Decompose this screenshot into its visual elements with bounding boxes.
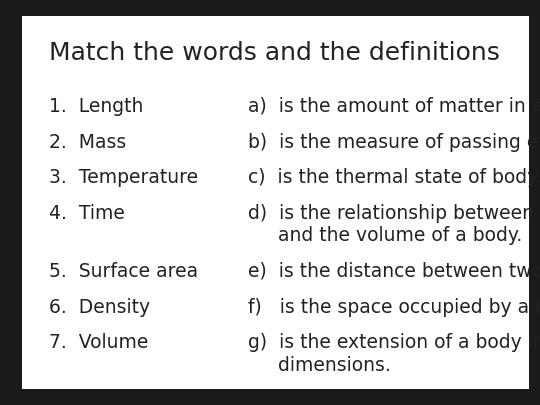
Text: 4.  Time: 4. Time [49,204,125,223]
Text: 7.  Volume: 7. Volume [49,333,148,352]
Text: and the volume of a body.: and the volume of a body. [248,226,523,245]
Text: f)   is the space occupied by a body.: f) is the space occupied by a body. [248,298,540,317]
Text: dimensions.: dimensions. [248,356,391,375]
Text: 6.  Density: 6. Density [49,298,150,317]
Text: 2.  Mass: 2. Mass [49,133,126,152]
Text: a)  is the amount of matter in a body.: a) is the amount of matter in a body. [248,97,540,116]
Text: 5.  Surface area: 5. Surface area [49,262,198,281]
Text: Match the words and the definitions: Match the words and the definitions [49,40,500,64]
Text: g)  is the extension of a body in two: g) is the extension of a body in two [248,333,540,352]
FancyBboxPatch shape [22,16,529,389]
Text: c)  is the thermal state of body.: c) is the thermal state of body. [248,168,540,188]
Text: b)  is the measure of passing events.: b) is the measure of passing events. [248,133,540,152]
Text: e)  is the distance between two points.: e) is the distance between two points. [248,262,540,281]
Text: d)  is the relationship between the mass: d) is the relationship between the mass [248,204,540,223]
Text: 3.  Temperature: 3. Temperature [49,168,198,188]
Text: 1.  Length: 1. Length [49,97,143,116]
